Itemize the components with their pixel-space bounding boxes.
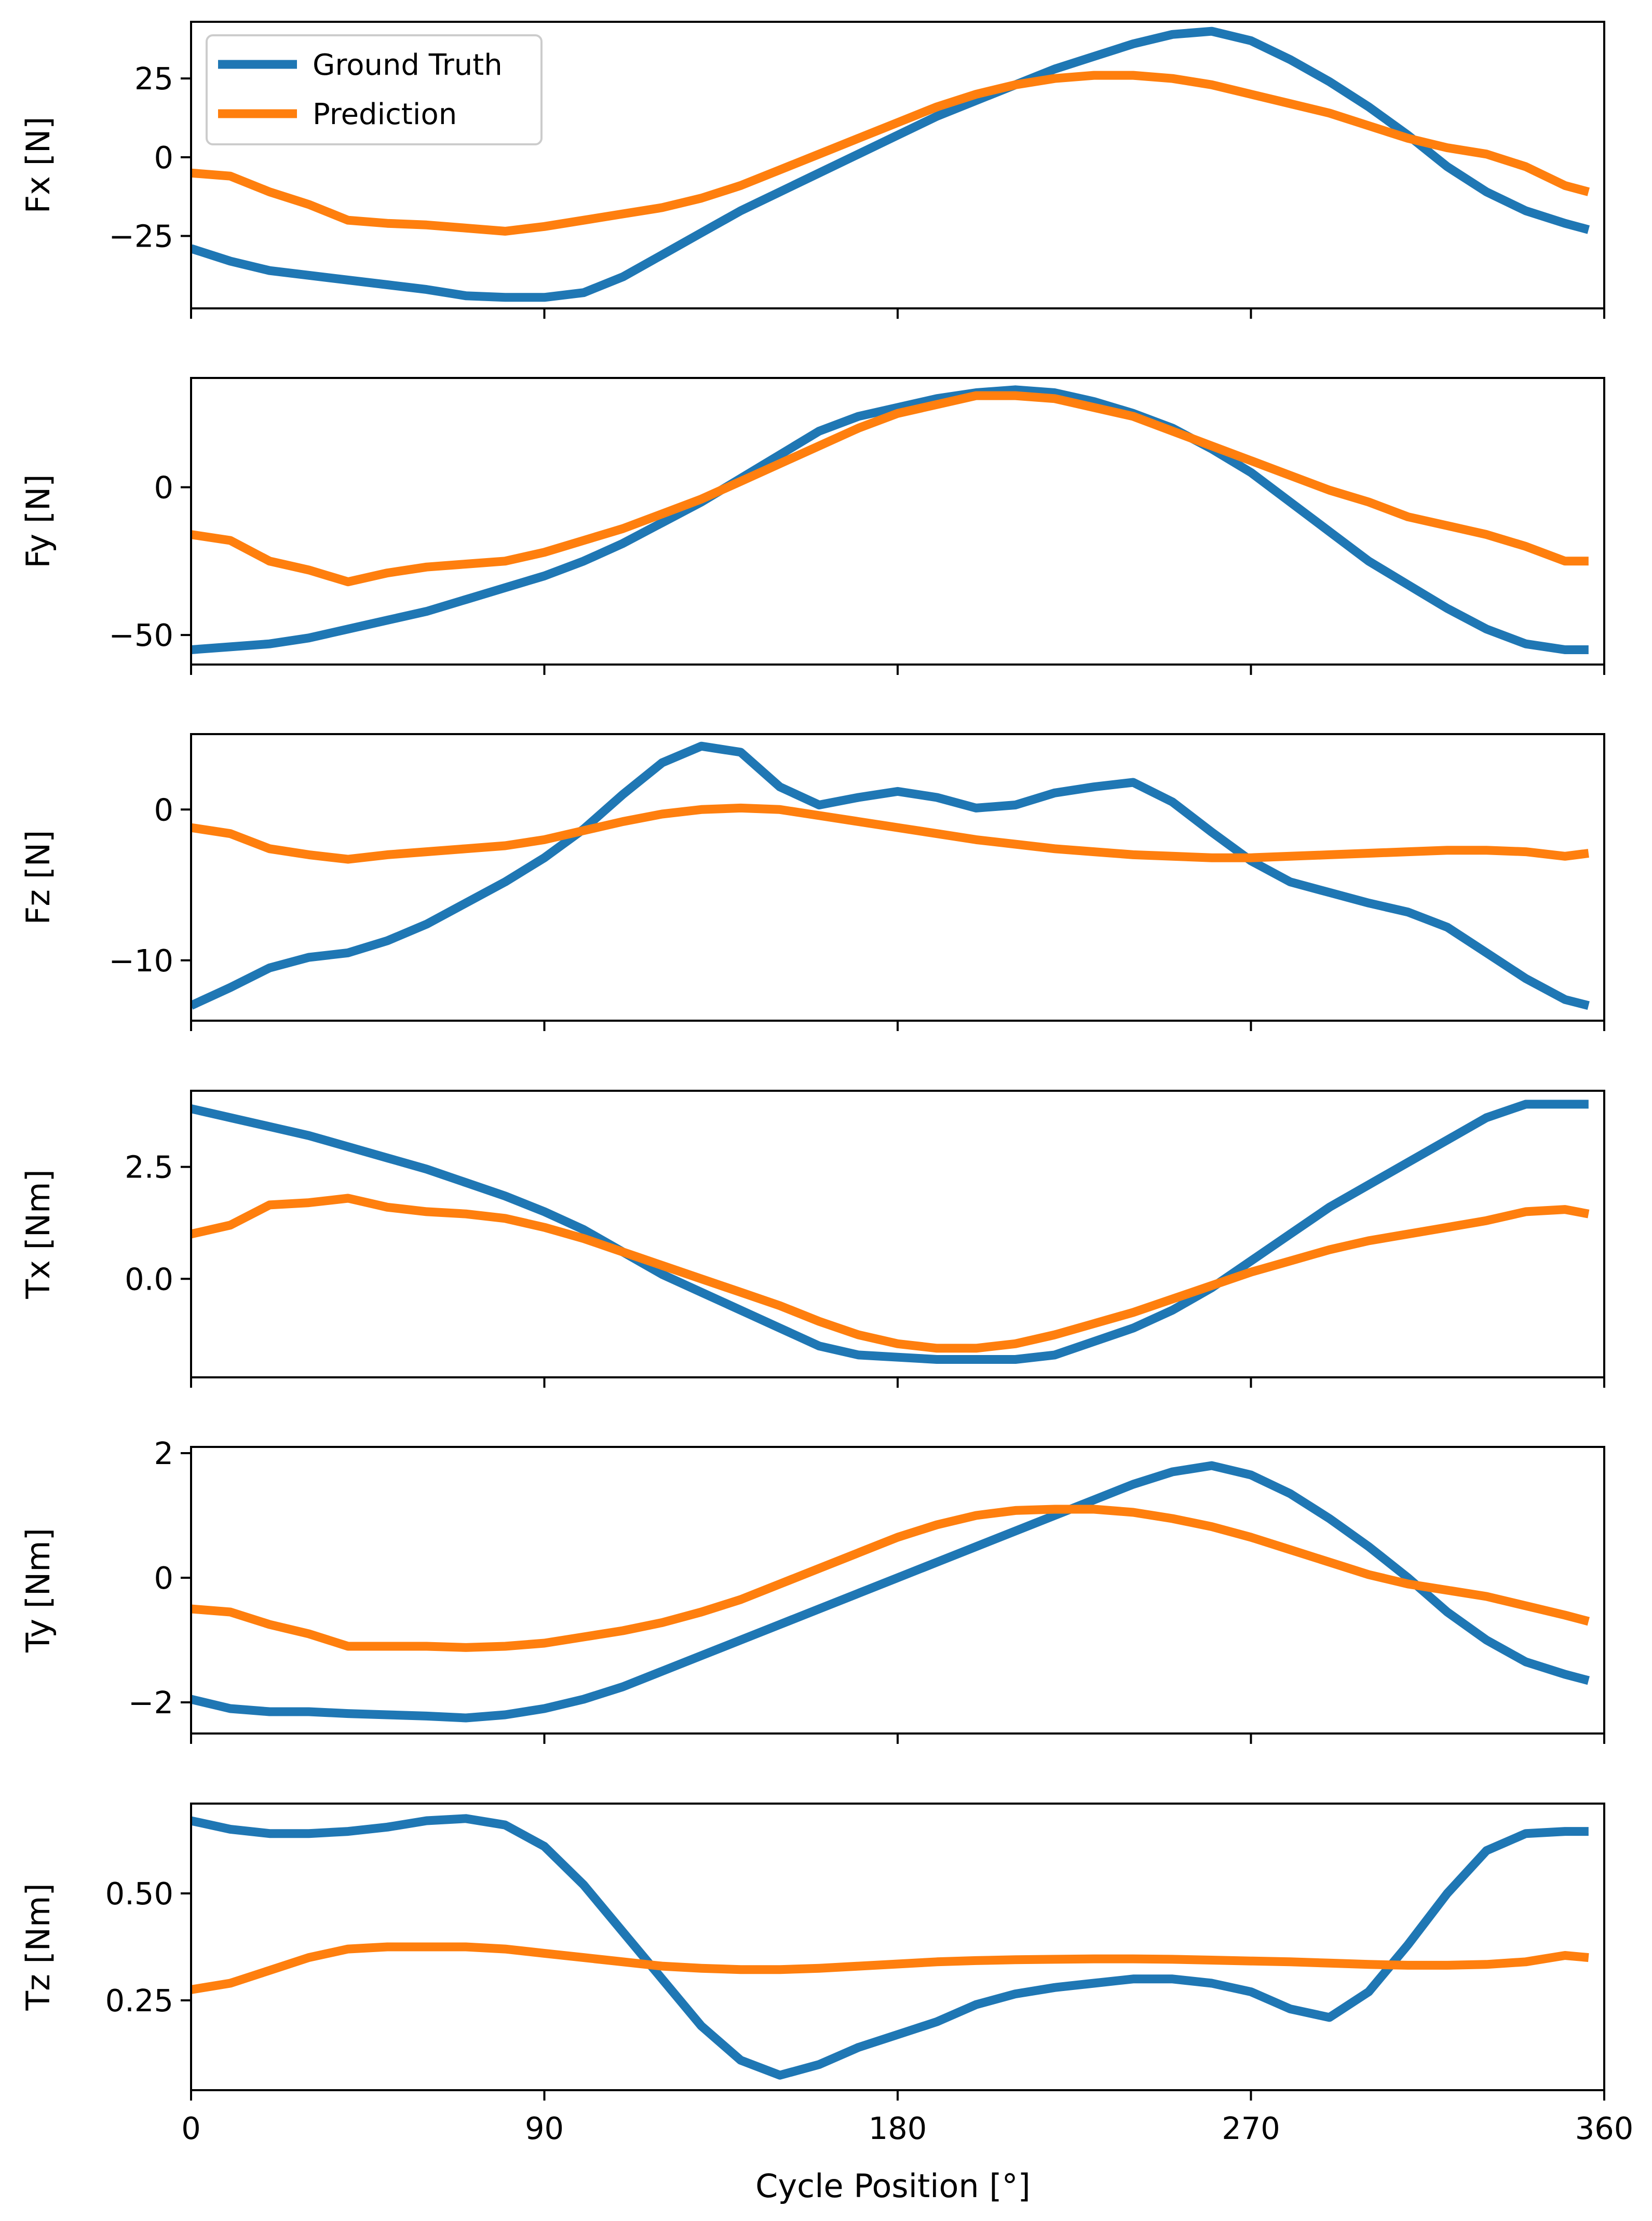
series-line-ground-truth <box>191 385 1589 654</box>
y-tick-label: −2 <box>128 1685 173 1721</box>
y-tick-label: 2 <box>154 1435 173 1471</box>
panel-3: 0 −10 Fz [N] <box>19 733 1605 1031</box>
y-tick-label: 0.50 <box>105 1876 173 1912</box>
series-line-prediction <box>191 391 1589 587</box>
y-tick-label: −10 <box>109 943 173 979</box>
series-line-prediction <box>191 71 1590 236</box>
panel-4: 2.5 0.0 Tx [Nm] <box>19 1090 1605 1388</box>
y-tick-label: 0.25 <box>105 1983 173 2019</box>
series-line-prediction <box>191 1505 1590 1652</box>
x-tick-label: 270 <box>1222 2110 1280 2146</box>
series-line-prediction <box>191 803 1589 864</box>
series-line-ground-truth <box>191 26 1590 302</box>
series-line-prediction <box>191 1942 1589 1994</box>
x-tick-label: 90 <box>525 2110 564 2146</box>
y-tick-label: 0 <box>154 140 173 175</box>
series-line-ground-truth <box>191 741 1590 1010</box>
y-axis-label: Fx [N] <box>19 117 57 214</box>
y-tick-label: 0 <box>154 470 173 506</box>
panel-5: 2 0 −2 Ty [Nm] <box>19 1435 1605 1744</box>
legend-label-pred: Prediction <box>313 98 457 131</box>
series-line-prediction <box>191 1194 1590 1353</box>
legend-label-gt: Ground Truth <box>313 48 503 82</box>
x-axis-label: Cycle Position [°] <box>755 2167 1031 2205</box>
y-axis-label: Tx [Nm] <box>19 1169 57 1299</box>
y-tick-label: 25 <box>134 61 173 97</box>
panel-2: 0 −50 Fy [N] <box>19 377 1605 675</box>
y-tick-label: 2.5 <box>125 1149 173 1185</box>
y-tick-label: 0 <box>154 1560 173 1596</box>
series-line-ground-truth <box>191 1461 1590 1723</box>
y-tick-label: −25 <box>109 218 173 254</box>
x-tick-label: 0 <box>181 2110 201 2146</box>
y-tick-label: −50 <box>109 617 173 653</box>
y-axis-label: Ty [Nm] <box>19 1528 57 1653</box>
legend: Ground Truth Prediction <box>206 34 543 145</box>
panel-6: 0.50 0.25 Tz [Nm] <box>19 1803 1605 2101</box>
y-axis-label: Tz [Nm] <box>19 1883 57 2011</box>
series-line-ground-truth <box>191 1100 1589 1364</box>
x-tick-label: 180 <box>869 2110 927 2146</box>
y-tick-label: 0.0 <box>125 1261 173 1297</box>
series-line-ground-truth <box>191 1814 1589 2080</box>
y-axis-label: Fy [N] <box>19 474 57 568</box>
y-axis-label: Fz [N] <box>19 830 57 925</box>
panel-1: 25 0 −25 Fx [N] <box>19 21 1605 319</box>
panels: 25 0 −25 Fx [N] 0 −50 Fy [N] 0 −10 Fz [N] 2.5 0.0 Tx… <box>19 21 1634 2146</box>
y-tick-label: 0 <box>154 792 173 828</box>
x-tick-label: 360 <box>1575 2110 1634 2146</box>
